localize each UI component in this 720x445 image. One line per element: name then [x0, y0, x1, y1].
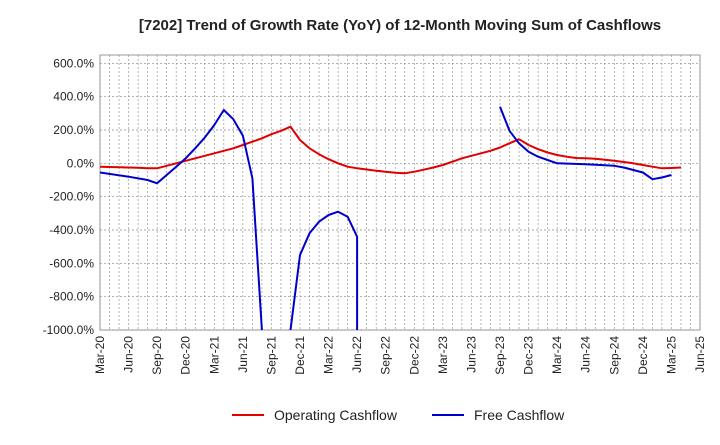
x-tick-label: Jun-21 — [236, 336, 250, 373]
legend-label-operating-cashflow: Operating Cashflow — [274, 407, 398, 423]
x-tick-label: Jun-24 — [579, 336, 593, 373]
operating-cashflow-line — [100, 125, 682, 175]
free-cashflow-line — [100, 109, 263, 330]
free-cashflow-line — [289, 210, 359, 330]
x-tick-label: Jun-20 — [122, 336, 136, 373]
y-tick-label: -600.0% — [49, 256, 94, 270]
legend: Operating Cashflow Free Cashflow — [232, 407, 565, 423]
y-tick-label: 600.0% — [53, 56, 94, 70]
x-tick-label: Mar-21 — [207, 336, 221, 374]
y-tick-label: -1000.0% — [43, 323, 95, 337]
x-tick-label: Dec-23 — [522, 336, 536, 375]
y-tick-label: -400.0% — [49, 223, 94, 237]
y-tick-label: 0.0% — [67, 156, 95, 170]
grid-layer — [99, 54, 701, 331]
x-tick-label: Mar-22 — [322, 336, 336, 374]
y-tick-label: 400.0% — [53, 90, 94, 104]
x-tick-label: Sep-24 — [607, 336, 621, 375]
x-tick-label: Mar-23 — [436, 336, 450, 374]
x-tick-label: Dec-20 — [179, 336, 193, 375]
free-cashflow-line — [499, 106, 672, 181]
axis-layer: 600.0% 400.0% 200.0% 0.0% -200.0% -400.0% -600… — [43, 56, 707, 374]
x-tick-label: Sep-22 — [379, 336, 393, 375]
x-tick-label: Jun-23 — [464, 336, 478, 373]
series-layer — [100, 106, 682, 330]
x-tick-label: Jun-25 — [693, 336, 707, 373]
y-tick-label: 200.0% — [53, 123, 94, 137]
chart-title: [7202] Trend of Growth Rate (YoY) of 12-… — [139, 17, 661, 34]
x-tick-label: Jun-22 — [350, 336, 364, 373]
x-tick-label: Mar-20 — [93, 336, 107, 374]
x-tick-label: Sep-23 — [493, 336, 507, 375]
x-tick-label: Mar-24 — [550, 336, 564, 374]
x-tick-label: Sep-20 — [150, 336, 164, 375]
y-tick-label: -800.0% — [49, 290, 94, 304]
x-tick-label: Dec-24 — [636, 336, 650, 375]
x-tick-label: Dec-22 — [407, 336, 421, 375]
plot-frame — [99, 54, 701, 331]
x-tick-label: Dec-21 — [293, 336, 307, 375]
y-tick-label: -200.0% — [49, 190, 94, 204]
legend-label-free-cashflow: Free Cashflow — [474, 407, 565, 423]
x-tick-label: Mar-25 — [664, 336, 678, 374]
x-tick-label: Sep-21 — [264, 336, 278, 375]
